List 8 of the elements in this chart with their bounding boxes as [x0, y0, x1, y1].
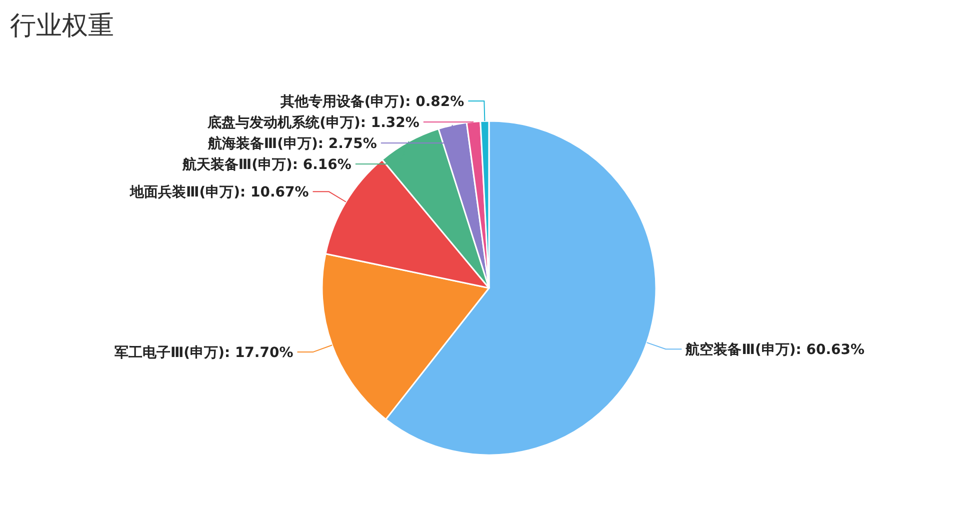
slice-label: 军工电子Ⅲ(申万) [114, 344, 224, 361]
slice-label: 地面兵装Ⅲ(申万) [128, 184, 240, 201]
slice-label: 航海装备Ⅲ(申万) [206, 135, 318, 152]
chart-title: 行业权重 [10, 11, 114, 41]
slice-label: 底盘与发动机系统(申万) [206, 114, 360, 132]
slice-label: 其他专用设备(申万) [279, 93, 406, 110]
slice-label: 航天装备Ⅲ(申万) [181, 156, 292, 174]
slice-label: 航空装备Ⅲ(申万) [684, 341, 796, 358]
